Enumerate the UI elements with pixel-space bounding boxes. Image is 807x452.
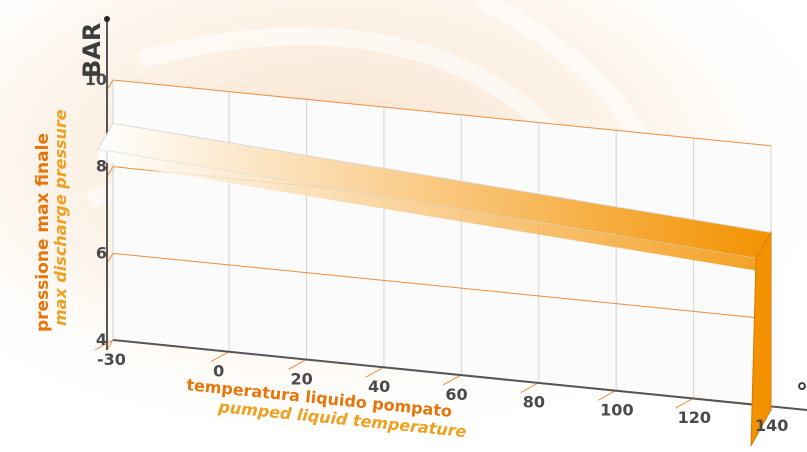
x-tick-label-140: 140 <box>755 416 788 435</box>
x-tick-label--30: -30 <box>97 350 126 369</box>
y-tick-label-8: 8 <box>96 157 107 176</box>
x-tick-label-100: 100 <box>600 400 633 419</box>
y-axis-label: pressione max finale <box>33 133 53 332</box>
y-axis-label-en: max discharge pressure <box>51 109 70 326</box>
x-unit-label: °C <box>796 378 807 406</box>
y-tick-label-4: 4 <box>96 330 107 349</box>
y-unit-label: BAR <box>78 23 106 78</box>
y-tick-label-10: 10 <box>85 70 107 89</box>
grid-floor-tick-0 <box>210 351 230 363</box>
x-axis-line <box>112 339 807 411</box>
grid-horizontal-10 <box>112 79 772 147</box>
grid-floor-tick-120 <box>675 397 694 409</box>
x-tick-label-120: 120 <box>678 408 711 427</box>
x-tick-label-60: 60 <box>445 385 467 404</box>
x-tick-label-40: 40 <box>368 377 390 396</box>
grid-horizontal-6 <box>112 252 772 320</box>
grid-floor-tick-40 <box>365 366 385 378</box>
grid-floor-tick-60 <box>443 374 462 386</box>
x-tick-label-20: 20 <box>291 369 313 388</box>
x-tick-labels: -30 0 20 40 60 80 100 120 140 <box>97 350 788 435</box>
y-axis-arrow-dot <box>104 16 110 22</box>
pressure-band-front <box>98 149 756 271</box>
grid <box>94 79 772 417</box>
x-tick-label-0: 0 <box>213 362 224 381</box>
x-tick-label-80: 80 <box>523 393 545 412</box>
grid-floor-tick-80 <box>520 382 540 394</box>
pressure-band <box>97 122 772 447</box>
grid-floor-tick--30 <box>94 339 114 351</box>
grid-floor-tick-20 <box>288 358 307 370</box>
pressure-band-end-wall <box>750 230 772 447</box>
y-tick-label-6: 6 <box>96 243 107 262</box>
y-tick-labels: 4 6 8 10 <box>85 70 107 349</box>
grid-floor-tick-100 <box>597 389 617 401</box>
